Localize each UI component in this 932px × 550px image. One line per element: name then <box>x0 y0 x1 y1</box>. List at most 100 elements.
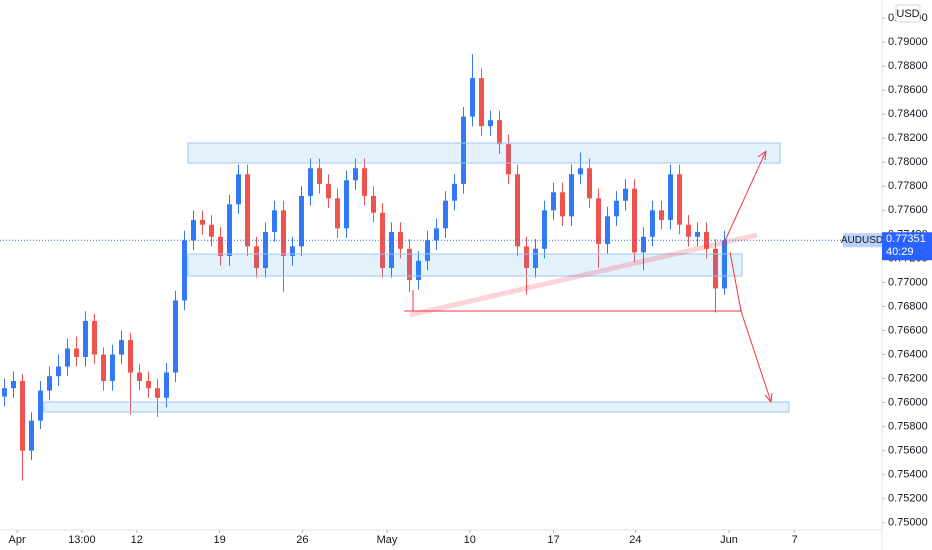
arrow-down <box>729 251 773 403</box>
candle-body <box>137 372 142 381</box>
candle-body <box>2 388 7 397</box>
candle-body <box>209 224 214 237</box>
candle-body <box>317 168 322 184</box>
y-tick-label: 0.75600 <box>888 445 928 457</box>
candle-body <box>83 320 88 357</box>
candle-body <box>686 224 691 237</box>
currency-badge[interactable] <box>895 4 921 23</box>
y-tick-label: 0.76800 <box>888 300 928 312</box>
candle-body <box>587 168 592 199</box>
candle-body <box>308 168 313 196</box>
last-price: 0.77351 <box>886 233 926 245</box>
candle-body <box>659 210 664 220</box>
y-tick-label: 0.79000 <box>888 36 928 48</box>
trendline <box>409 232 758 318</box>
candle-body <box>299 195 304 247</box>
x-tick-label: 19 <box>213 534 225 546</box>
candle-body <box>425 240 430 261</box>
candle-body <box>344 180 349 229</box>
candle-body <box>128 340 133 373</box>
candle-body <box>254 246 259 269</box>
candle-body <box>101 354 106 381</box>
x-tick-label: May <box>377 534 398 546</box>
candle-body <box>227 204 232 256</box>
y-tick-label: 0.78800 <box>888 60 928 72</box>
candle-body <box>551 192 556 211</box>
candle-body <box>596 198 601 244</box>
candle-body <box>443 200 448 229</box>
candle-body <box>119 340 124 355</box>
candle-body <box>164 372 169 398</box>
y-tick-label: 0.76000 <box>888 397 928 409</box>
y-tick-label: 0.76400 <box>888 348 928 360</box>
candle-body <box>614 200 619 217</box>
candle-body <box>506 144 511 175</box>
candle-body <box>578 168 583 175</box>
candle-body <box>452 183 457 201</box>
candle-body <box>497 120 502 145</box>
candle-body <box>650 210 655 237</box>
x-tick-label: 7 <box>792 534 798 546</box>
y-tick-label: 0.75400 <box>888 469 928 481</box>
arrow-up <box>723 150 767 244</box>
candle-body <box>533 248 538 269</box>
candle-body <box>335 198 340 229</box>
y-tick-label: 0.76200 <box>888 372 928 384</box>
y-tick-label: 0.78600 <box>888 84 928 96</box>
x-tick-label: Apr <box>9 534 26 546</box>
candle-body <box>416 260 421 281</box>
currency: USD <box>896 8 919 20</box>
candle-body <box>479 78 484 127</box>
candle-body <box>677 174 682 225</box>
candle-body <box>470 78 475 117</box>
y-tick-label: 0.75800 <box>888 421 928 433</box>
candle-body <box>245 174 250 247</box>
candle-body <box>11 380 16 389</box>
candle-body <box>623 188 628 201</box>
candle-body <box>704 231 709 249</box>
candle-body <box>173 300 178 373</box>
y-tick-label: 0.77000 <box>888 276 928 288</box>
y-tick-label: 0.77800 <box>888 180 928 192</box>
x-tick-label: 10 <box>464 534 476 546</box>
candle-body <box>362 168 367 196</box>
candle-body <box>38 390 43 421</box>
x-tick-label: 24 <box>629 534 641 546</box>
drawings <box>43 142 790 413</box>
candles <box>2 54 727 481</box>
price-badge <box>882 232 932 261</box>
candle-body <box>353 168 358 181</box>
candle-body <box>515 174 520 247</box>
symbol-badge <box>843 233 882 248</box>
candle-body <box>542 210 547 249</box>
candle-body <box>407 248 412 281</box>
y-tick-label: 0.78400 <box>888 108 928 120</box>
candle-body <box>92 320 97 355</box>
candle-body <box>569 174 574 217</box>
candle-body <box>200 219 205 225</box>
candle-body <box>695 231 700 237</box>
candle-body <box>263 231 268 269</box>
target-zone <box>43 401 790 413</box>
resistance-zone <box>187 142 781 164</box>
candle-body <box>488 120 493 127</box>
candle-body <box>434 228 439 241</box>
candle-body <box>155 388 160 398</box>
candle-body <box>524 246 529 269</box>
candle-body <box>281 210 286 256</box>
x-tick-label: 12 <box>131 534 143 546</box>
y-tick-label: 0.75000 <box>888 517 928 529</box>
candle-body <box>47 376 52 391</box>
candle-body <box>236 174 241 205</box>
candle-body <box>326 183 331 199</box>
candle-body <box>56 366 61 377</box>
candle-body <box>722 240 727 289</box>
candle-body <box>398 231 403 249</box>
candle-body <box>182 240 187 301</box>
candle-body <box>641 236 646 253</box>
candle-body <box>560 192 565 217</box>
price-axis <box>882 0 932 550</box>
candle-body <box>380 212 385 269</box>
